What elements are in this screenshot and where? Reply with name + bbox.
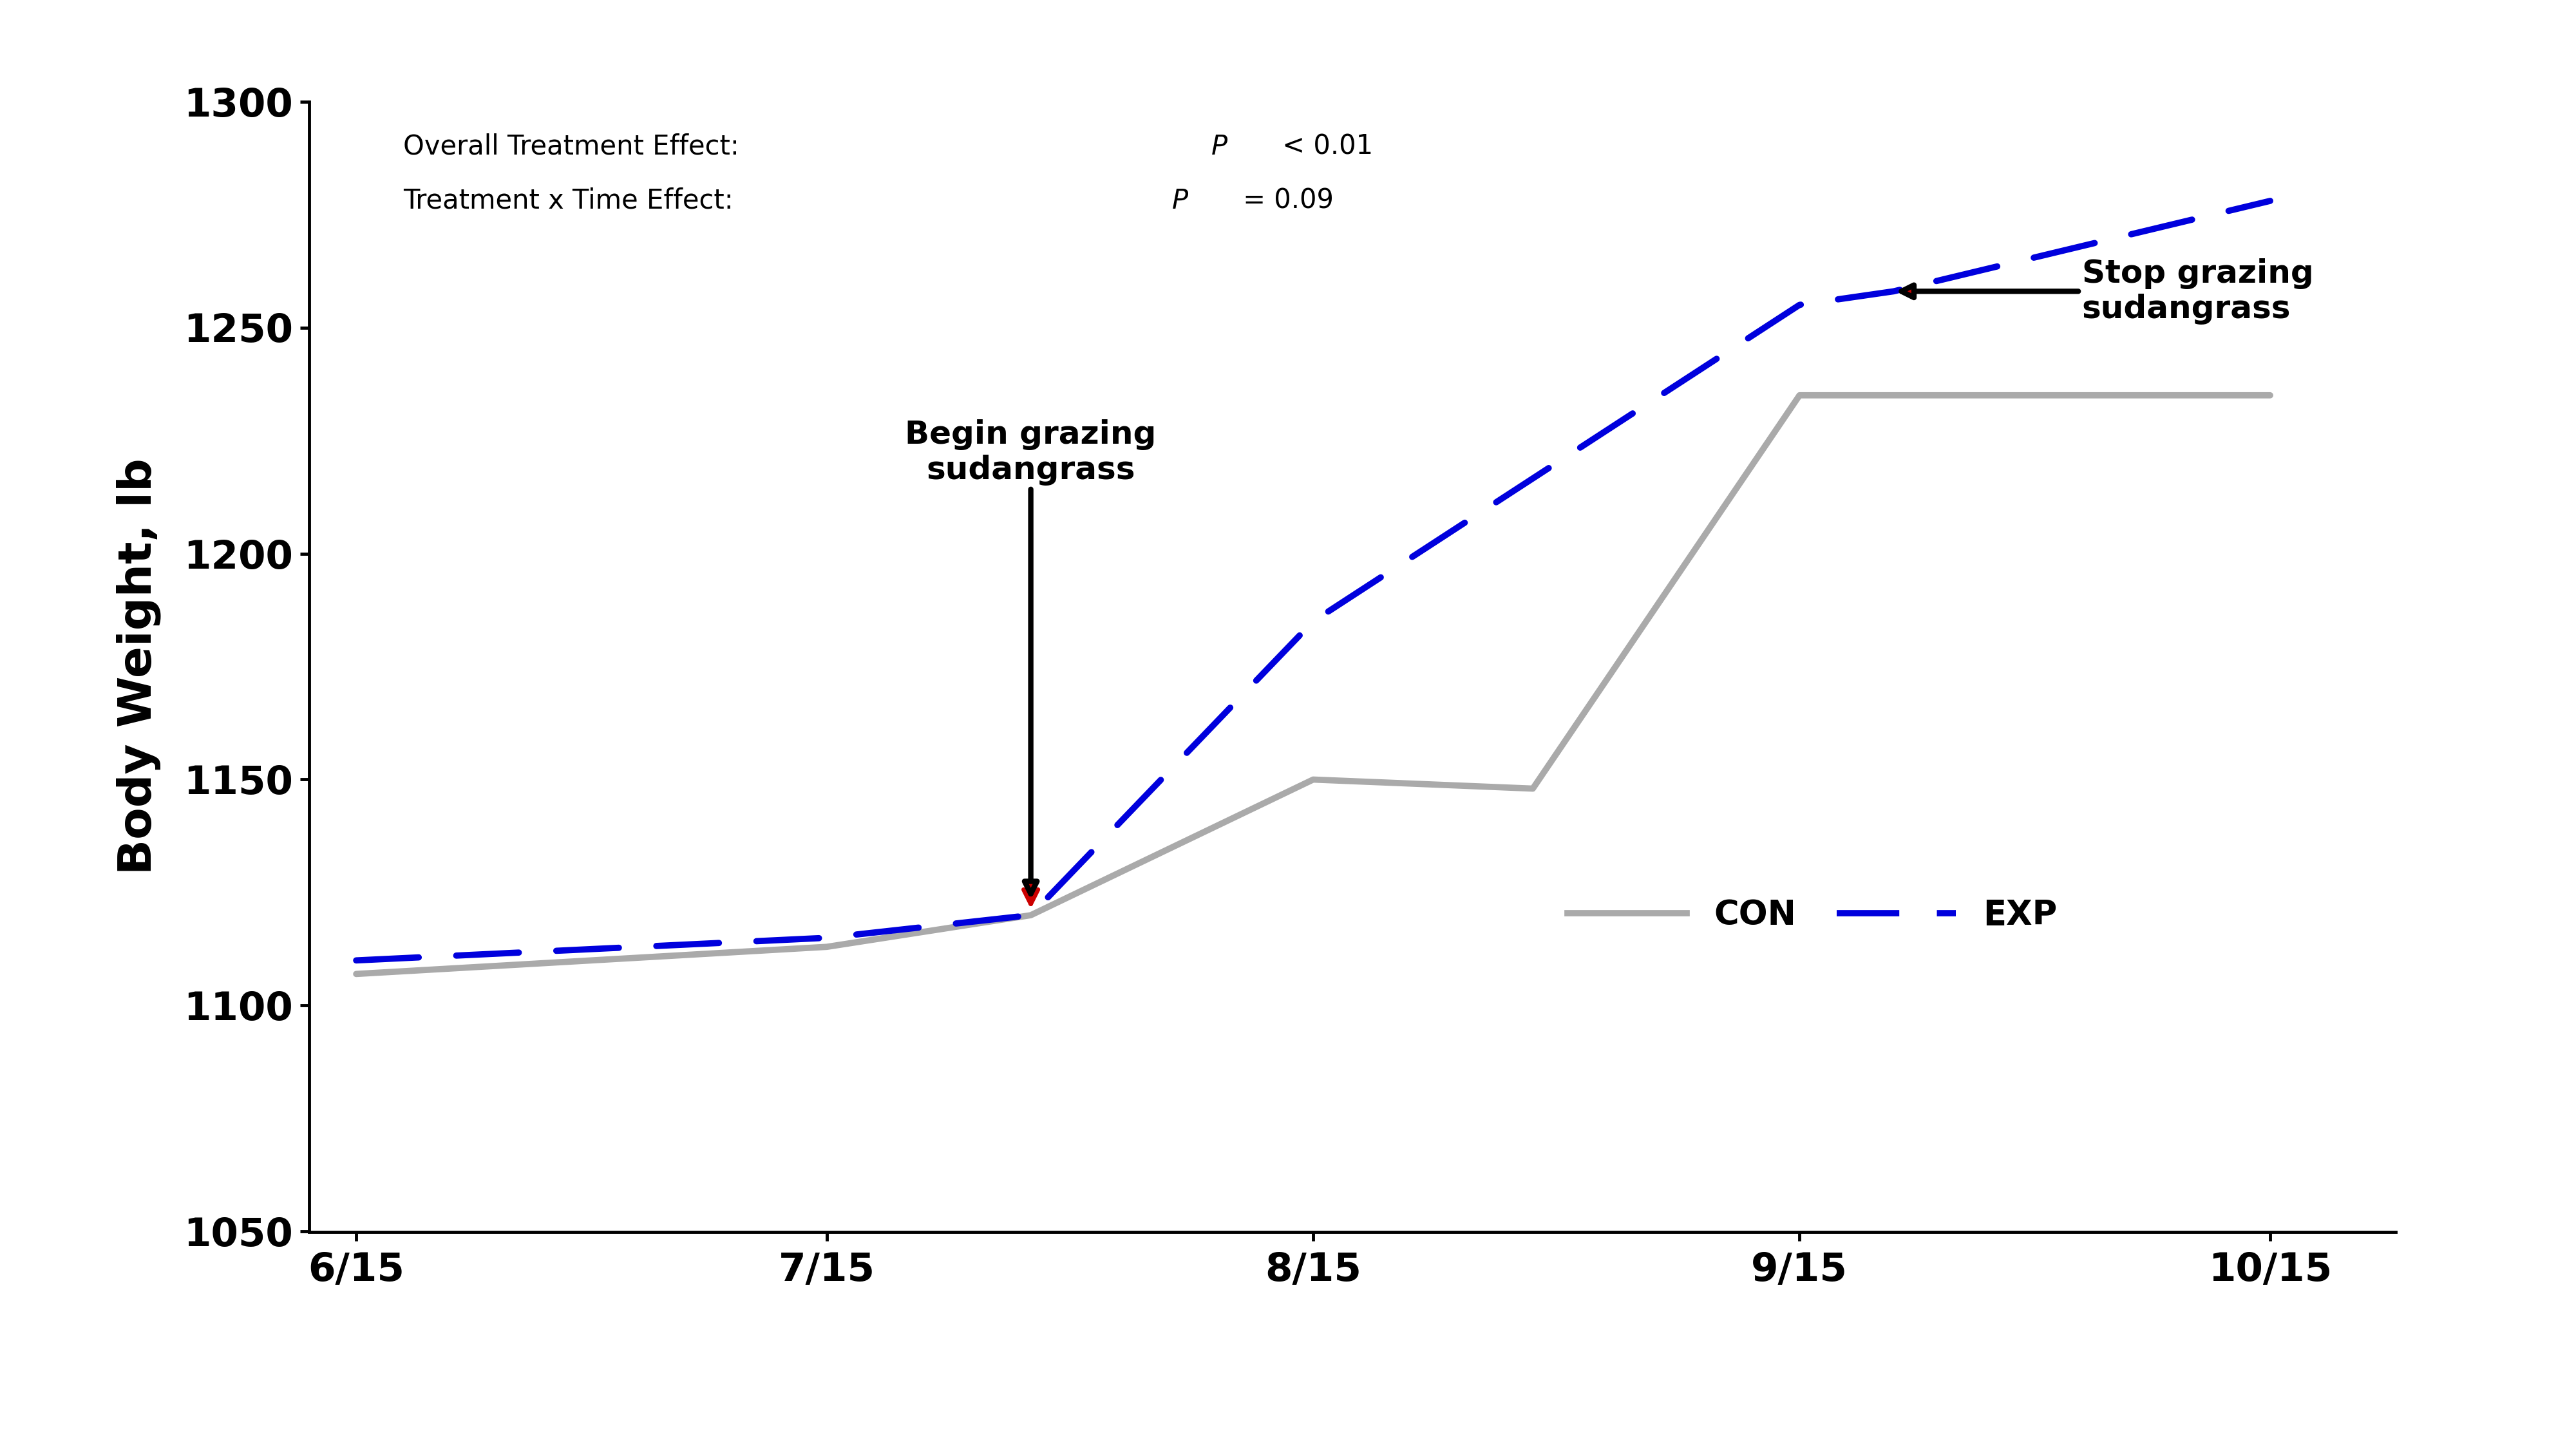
Y-axis label: Body Weight, lb: Body Weight, lb [116, 458, 162, 875]
Text: < 0.01: < 0.01 [1275, 133, 1373, 161]
Text: Begin grazing
sudangrass: Begin grazing sudangrass [904, 419, 1157, 894]
Legend: CON, EXP: CON, EXP [1569, 898, 2058, 932]
Text: P: P [1211, 133, 1226, 161]
Text: Overall Treatment Effect:: Overall Treatment Effect: [404, 133, 747, 161]
Text: P: P [1172, 187, 1188, 214]
Text: = 0.09: = 0.09 [1234, 187, 1334, 214]
Text: Stop grazing
sudangrass: Stop grazing sudangrass [1901, 258, 2313, 325]
Text: Treatment x Time Effect:: Treatment x Time Effect: [404, 187, 742, 214]
